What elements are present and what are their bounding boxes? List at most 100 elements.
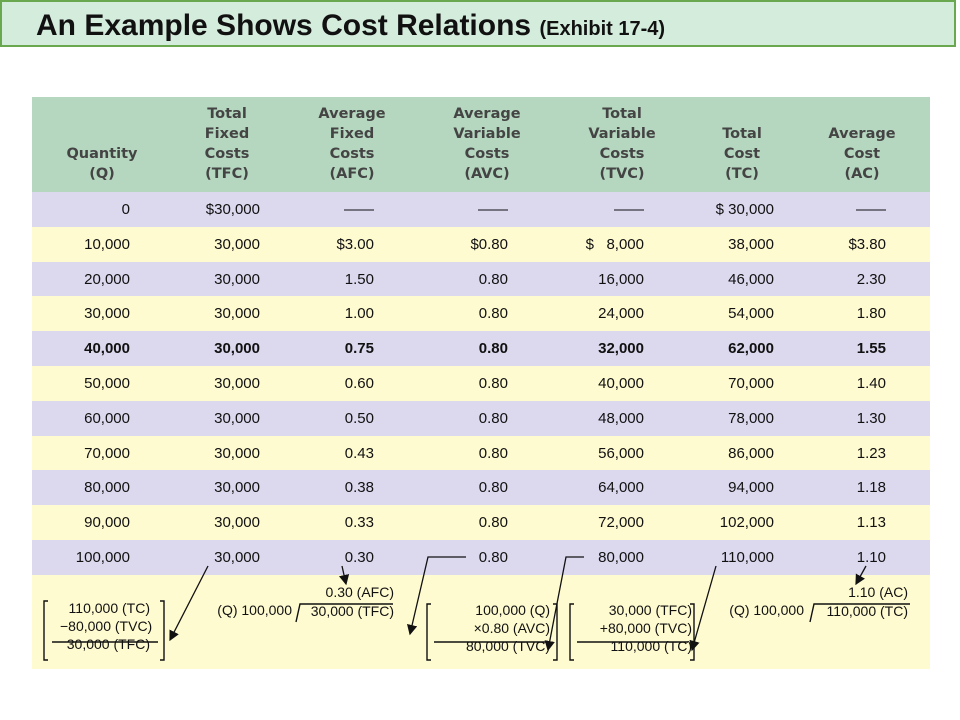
cell-tfc: $30,000: [205, 201, 260, 218]
calc-tfc-line3: 30,000 (TFC): [66, 636, 150, 652]
calc-tvc: 100,000 (Q) ×0.80 (AVC) 80,000 (TVC): [430, 601, 550, 655]
cell-tvc: 16,000: [598, 270, 644, 288]
table-row: 10,000 30,000 $3.00 $0.80 $ 8,000 38,000 $3.80: [32, 226, 930, 262]
cell-avc: 0.80: [478, 270, 508, 288]
cell-tfc: 30,000: [214, 514, 260, 532]
page-title: An Example Shows Cost Relations (Exhibit…: [36, 9, 665, 43]
cell-tc: 102,000: [719, 514, 774, 532]
cell-afc: 0.75: [344, 340, 374, 358]
cell-avc: 0.80: [478, 340, 508, 358]
cell-avc: $0.80: [470, 235, 508, 253]
header-tvc-line: Total: [602, 106, 642, 122]
table-row: 70,000 30,000 0.43 0.80 56,000 86,000 1.23: [32, 435, 930, 471]
cell-tvc: 64,000: [598, 479, 644, 497]
cell-quantity: 60,000: [84, 409, 130, 427]
cell-afc: 0.38: [344, 479, 374, 497]
table-row: 90,000 30,000 0.33 0.80 72,000 102,000 1.13: [32, 505, 930, 541]
cell-tc: 86,000: [728, 444, 774, 462]
cell-afc: 1.00: [344, 305, 374, 323]
header-avc-line: (AVC): [464, 166, 510, 182]
cell-tc: 38,000: [728, 235, 774, 253]
header-quantity-line: Quantity: [66, 146, 138, 162]
header-avc: Average Variable Costs (AVC): [417, 97, 557, 192]
cell-tfc: 30,000: [214, 340, 260, 358]
header-tc-line: (TC): [725, 166, 759, 182]
cell-quantity: 0: [121, 201, 130, 218]
cell-afc: 0.30: [344, 549, 374, 566]
cell-tc: 62,000: [728, 340, 774, 358]
header-quantity-line: (Q): [89, 166, 115, 182]
table-row: 0 $30,000 —— —— —— $ 30,000 ——: [32, 192, 930, 227]
cell-avc: 0.80: [478, 514, 508, 532]
header-afc-line: Fixed: [329, 126, 375, 142]
cell-avc: 0.80: [478, 409, 508, 427]
header-tc: Total Cost (TC): [682, 97, 802, 192]
cell-tvc: 72,000: [598, 514, 644, 532]
table-row: 30,000 30,000 1.00 0.80 24,000 54,000 1.80: [32, 296, 930, 332]
table-row: 20,000 30,000 1.50 0.80 16,000 46,000 2.30: [32, 261, 930, 297]
calc-tc-line3: 110,000 (TC): [610, 638, 692, 654]
calc-afc-quotient: 0.30 (AFC): [325, 584, 394, 600]
cell-quantity: 10,000: [84, 235, 130, 253]
cell-afc: 0.43: [344, 444, 374, 462]
cell-tc: $ 30,000: [715, 201, 774, 218]
cell-tc: 46,000: [728, 270, 774, 288]
header-avc-line: Variable: [453, 126, 521, 142]
header-tc-line: Total: [722, 126, 762, 142]
cell-ac: 2.30: [856, 270, 886, 288]
cell-quantity: 20,000: [84, 270, 130, 288]
header-tfc-line: Fixed: [204, 126, 250, 142]
cell-tfc: 30,000: [214, 235, 260, 253]
cost-table: Quantity (Q) Total Fixed Costs (TFC) Average Fi…: [32, 97, 930, 669]
cell-ac: 1.40: [856, 375, 886, 392]
cell-afc: 0.60: [344, 375, 374, 392]
cell-quantity: 100,000: [75, 549, 130, 566]
cell-ac: 1.18: [856, 479, 886, 497]
table-row: 40,000 30,000 0.75 0.80 32,000 62,000 1.55: [32, 331, 930, 367]
calc-afc-dividend: 30,000 (TFC): [310, 603, 394, 619]
cell-tfc: 30,000: [214, 270, 260, 288]
cell-tvc: 56,000: [598, 444, 644, 462]
header-tfc: Total Fixed Costs (TFC): [172, 97, 282, 192]
cell-afc: $3.00: [336, 235, 374, 253]
cell-afc: 1.50: [344, 270, 374, 288]
cell-tfc: 30,000: [214, 375, 260, 392]
table-row: 60,000 30,000 0.50 0.80 48,000 78,000 1.30: [32, 400, 930, 436]
cell-tvc: 48,000: [598, 409, 644, 427]
cell-avc: 0.80: [478, 479, 508, 497]
header-tvc-line: Costs: [599, 146, 645, 162]
header-tc-line: Cost: [723, 146, 761, 162]
cell-tc: 110,000: [720, 549, 774, 566]
table-header: Quantity (Q) Total Fixed Costs (TFC) Average Fi…: [32, 97, 930, 192]
calc-afc-divisor: (Q) 100,000: [217, 602, 292, 618]
cell-ac: 1.30: [856, 409, 886, 427]
table-row: 50,000 30,000 0.60 0.80 40,000 70,000 1.40: [32, 366, 930, 401]
header-afc: Average Fixed Costs (AFC): [282, 97, 422, 192]
calc-tc: 30,000 (TFC) +80,000 (TVC) 110,000 (TC): [572, 601, 692, 655]
header-tvc-line: (TVC): [599, 166, 645, 182]
title-bar: An Example Shows Cost Relations (Exhibit…: [0, 0, 956, 47]
header-tvc: Total Variable Costs (TVC): [552, 97, 692, 192]
cell-afc: ——: [344, 201, 374, 218]
cell-tvc: 80,000: [598, 549, 644, 566]
header-ac-line: Cost: [843, 146, 881, 162]
calc-ac-dividend: 110,000 (TC): [826, 603, 908, 619]
cell-quantity: 30,000: [84, 305, 130, 323]
table-row: 80,000 30,000 0.38 0.80 64,000 94,000 1.18: [32, 470, 930, 506]
cell-ac: 1.10: [856, 549, 886, 566]
calc-tfc-line2: −80,000 (TVC): [60, 618, 153, 634]
calc-tfc-line1: 110,000 (TC): [68, 600, 150, 616]
cell-avc: 0.80: [478, 305, 508, 323]
cell-tvc: 40,000: [598, 375, 644, 392]
cell-tc: 78,000: [728, 409, 774, 427]
cell-tvc: 32,000: [598, 340, 644, 358]
header-afc-line: Average: [318, 106, 386, 122]
cell-quantity: 80,000: [84, 479, 130, 497]
calc-tc-line1: 30,000 (TFC): [608, 602, 692, 618]
header-afc-line: Costs: [329, 146, 375, 162]
cell-ac: 1.55: [856, 340, 886, 358]
header-ac-line: (AC): [844, 166, 880, 182]
cell-tc: 94,000: [728, 479, 774, 497]
cell-ac: ——: [856, 201, 886, 218]
header-tfc-line: Costs: [204, 146, 250, 162]
